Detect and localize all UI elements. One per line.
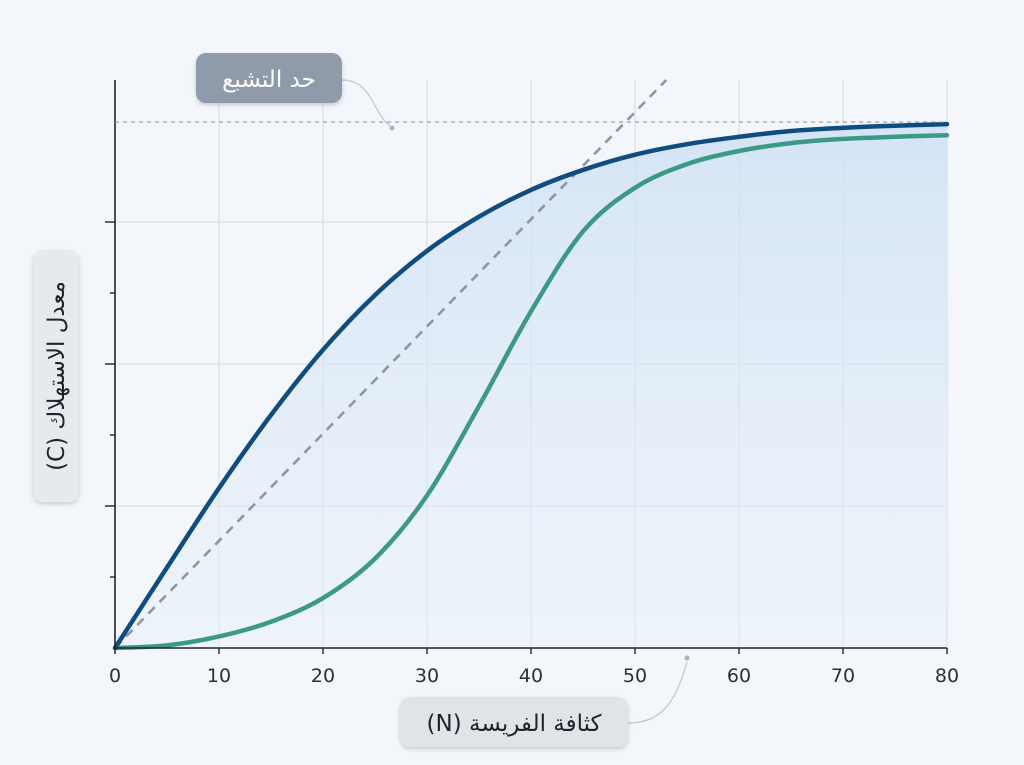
fill-layer <box>115 124 947 648</box>
x-tick-label: 20 <box>311 665 335 687</box>
area-fill <box>115 124 947 648</box>
x-tick-label: 80 <box>935 665 959 687</box>
x-tick-label: 40 <box>519 665 543 687</box>
saturation-label-pill <box>196 53 342 103</box>
series-type-iii-line <box>112 132 950 651</box>
series-type-ii-line <box>112 121 950 651</box>
x-tick-label: 70 <box>831 665 855 687</box>
xlabel: كثافة الفريسة (N) <box>427 711 602 737</box>
saturation-leader-dot <box>389 125 395 131</box>
xlabel-pill <box>400 697 628 747</box>
ticks: 0 10 20 30 40 50 60 70 80 <box>105 221 959 687</box>
x-tick-label: 30 <box>415 665 439 687</box>
x-tick-label: 60 <box>727 665 751 687</box>
xlabel-leader-dot <box>684 655 690 661</box>
x-tick-label: 10 <box>207 665 231 687</box>
ylabel: معدل الاستهلاك (C) <box>44 281 70 471</box>
saturation-label: حد التشبع <box>222 67 316 93</box>
series-layer <box>112 79 950 651</box>
x-tick-label: 0 <box>109 665 121 687</box>
x-tick-label: 50 <box>623 665 647 687</box>
xlabel-leader-line <box>627 661 688 724</box>
saturation-leader-line <box>341 79 391 127</box>
ylabel-pill <box>33 250 79 502</box>
